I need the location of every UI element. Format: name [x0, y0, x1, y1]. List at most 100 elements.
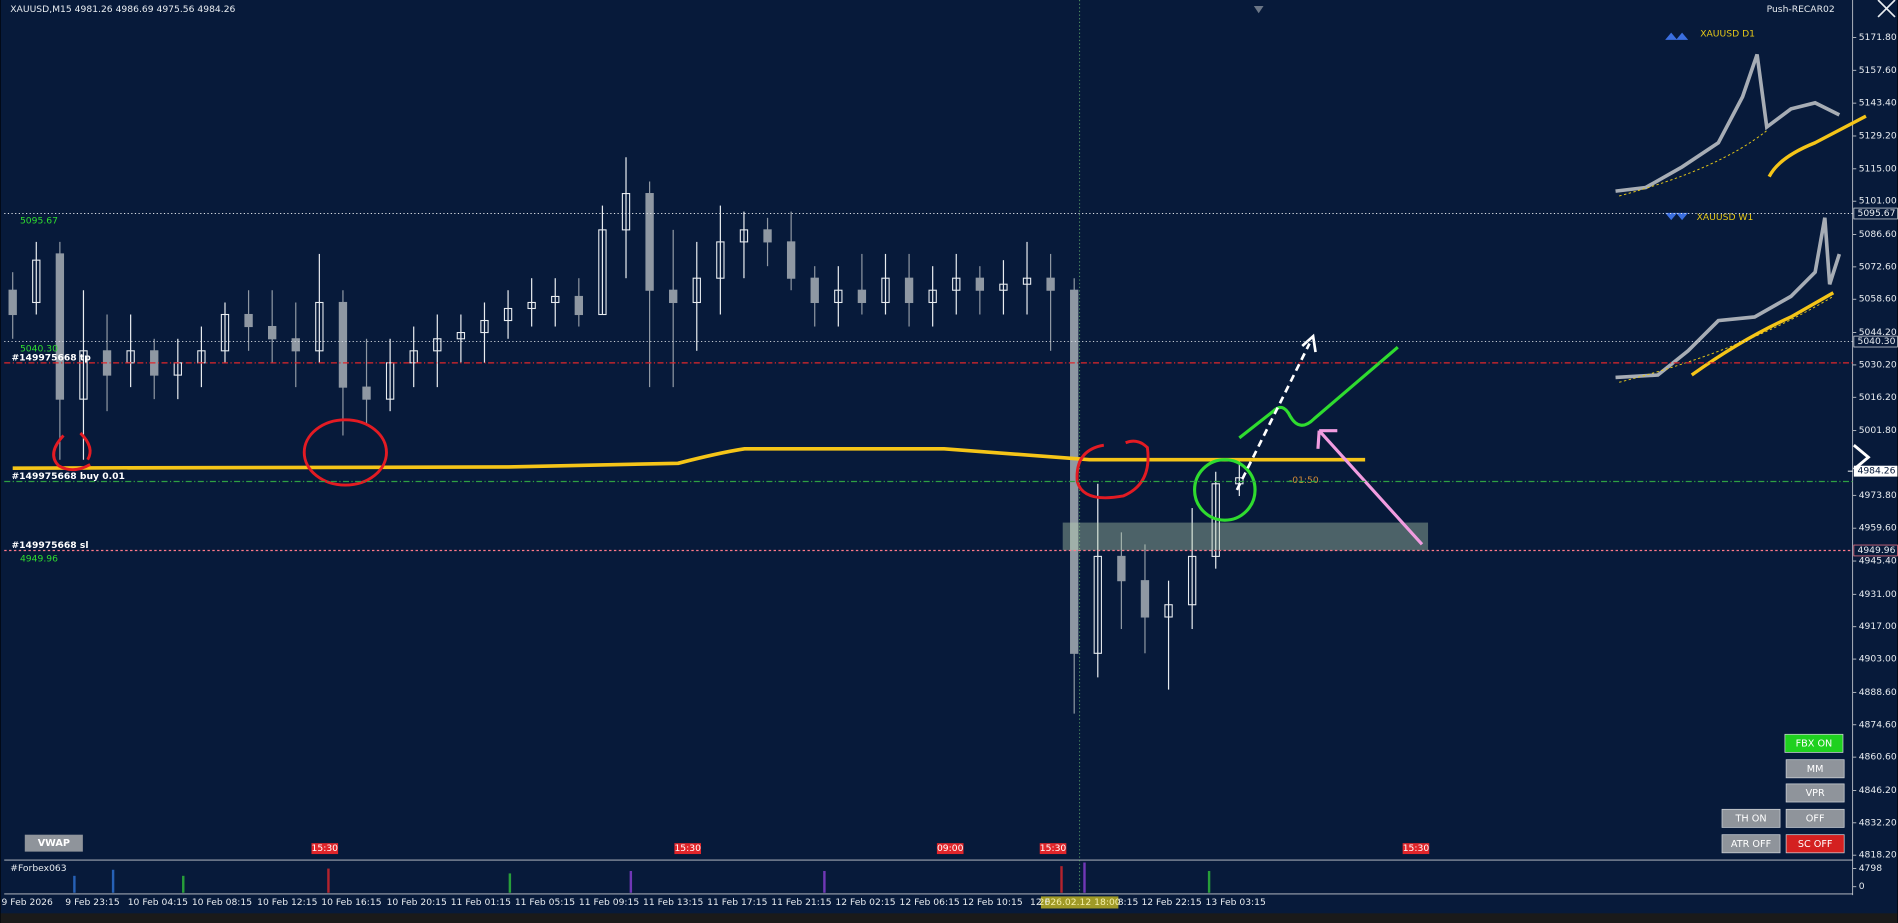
candle-body [621, 193, 631, 231]
countdown-timer: -01:50 [1289, 475, 1319, 486]
x-tick-label: 12 Feb 10:15 [962, 897, 1022, 908]
x-tick-label: 11 Feb 05:15 [515, 897, 575, 908]
y-tick-label: 5001.80 [1859, 425, 1897, 436]
axis-tag-label: 4949.96 [1857, 545, 1895, 556]
candle-body [385, 362, 395, 400]
candle-body [834, 289, 843, 304]
button-bg[interactable] [24, 834, 83, 852]
inset-title: XAUUSD D1 [1700, 28, 1755, 39]
indicator-tick-label: 0 [1859, 881, 1865, 892]
button[interactable]: MM [1785, 759, 1845, 779]
candle-body [409, 350, 418, 364]
candle-body [79, 350, 88, 400]
candle-body [315, 301, 324, 352]
x-tick-label: 11 Feb 17:15 [707, 897, 767, 908]
indicator-bar [1207, 870, 1211, 893]
button-bg[interactable] [1721, 808, 1781, 828]
crosshair-time: 2026.02.12 18:00 [1039, 897, 1121, 908]
button[interactable]: ATR OFF [1721, 834, 1781, 854]
x-tick-label: 10 Feb 04:15 [128, 897, 188, 908]
session-label: 15:30 [674, 843, 701, 854]
inset-line [1690, 291, 1835, 377]
session-tag [936, 843, 964, 855]
candle-body [32, 259, 41, 304]
annotation-circle [1075, 439, 1150, 500]
button-bg[interactable] [1785, 834, 1845, 854]
indicator-bar [327, 868, 330, 893]
button-bg[interactable] [1785, 808, 1845, 828]
button[interactable]: FBX ON [1784, 733, 1844, 753]
y-tick-label: 5101.00 [1859, 196, 1897, 207]
inset-candles [1615, 217, 1842, 380]
button-label[interactable]: OFF [1806, 813, 1825, 824]
vwap-button[interactable]: VWAP [24, 834, 83, 852]
x-tick-label: 10 Feb 20:15 [387, 897, 447, 908]
x-tick-label: 13 Feb 03:15 [1206, 897, 1266, 908]
button-bg[interactable] [1784, 733, 1844, 753]
candle-body [810, 277, 819, 304]
button-label[interactable]: VWAP [38, 838, 70, 849]
candle-body [456, 332, 466, 340]
candle-body [362, 386, 371, 400]
indicator-bars [73, 862, 1211, 893]
level-label: 5040.30 [20, 343, 58, 354]
button[interactable]: TH ON [1721, 808, 1781, 828]
button-bg[interactable] [1721, 834, 1781, 854]
button-bg[interactable] [1785, 783, 1845, 803]
x-tick-label: 9 Feb 2026 [2, 897, 53, 908]
indicator-bar [1083, 862, 1086, 893]
button-bg[interactable] [1785, 759, 1845, 779]
y-tick-label: 4931.00 [1859, 589, 1897, 600]
session-tag [674, 843, 702, 855]
annotation-circle [1192, 458, 1257, 522]
projection-arrow [1235, 342, 1311, 491]
button-label[interactable]: SC OFF [1798, 839, 1833, 850]
y-tick-label: 5129.20 [1859, 130, 1897, 141]
button[interactable]: OFF [1785, 808, 1845, 828]
button-label[interactable]: TH ON [1734, 813, 1766, 824]
session-label: 09:00 [937, 843, 964, 854]
order-price-label: 4949.96 [20, 553, 58, 564]
axis-tag [1853, 207, 1898, 220]
y-tick-label: 5157.60 [1859, 65, 1897, 76]
inset-icon [1665, 32, 1689, 40]
y-tick-label: 5044.20 [1859, 327, 1897, 338]
candle-body [928, 289, 937, 304]
button-label[interactable]: MM [1807, 764, 1824, 775]
scroll-arrow[interactable] [1852, 444, 1871, 471]
y-tick-label: 5086.60 [1859, 229, 1897, 240]
candle-body [692, 277, 701, 304]
x-tick-label: 10 Feb 16:15 [321, 897, 381, 908]
x-tick-label: 12 Feb 22:15 [1141, 897, 1201, 908]
session-label: 15:30 [1040, 843, 1067, 854]
y-tick-label: 4832.20 [1859, 817, 1897, 828]
y-tick-label: 5115.00 [1859, 163, 1897, 174]
indicator-bar [111, 869, 115, 893]
candle-body [975, 277, 985, 291]
y-tick-label: 5030.20 [1859, 359, 1897, 370]
candle-body [598, 229, 607, 316]
x-tick-label: 9 Feb 23:15 [65, 897, 120, 908]
indicator-bar [73, 875, 76, 893]
button-label[interactable]: VPR [1806, 788, 1825, 799]
inset-candles [1615, 53, 1841, 193]
scroll-marker [1253, 6, 1264, 14]
button[interactable]: VPR [1785, 783, 1845, 803]
candle-body [433, 338, 442, 352]
close-icon[interactable] [1877, 0, 1896, 18]
y-tick-label: 4818.20 [1859, 850, 1897, 861]
session-label: 15:30 [1403, 843, 1430, 854]
button-label[interactable]: FBX ON [1796, 738, 1833, 749]
y-tick-label: 4874.60 [1859, 719, 1897, 730]
y-tick-label: 5058.60 [1859, 294, 1897, 305]
y-tick-label: 4860.60 [1859, 752, 1897, 763]
candle-body [503, 307, 513, 322]
button[interactable]: SC OFF [1785, 834, 1845, 854]
candle-body [268, 325, 277, 340]
button-label[interactable]: ATR OFF [1731, 839, 1771, 850]
session-tag [1039, 843, 1067, 855]
x-tick-label: 10 Feb 12:15 [257, 897, 317, 908]
candle-body [857, 289, 867, 304]
y-tick-label: 4903.00 [1859, 654, 1897, 665]
